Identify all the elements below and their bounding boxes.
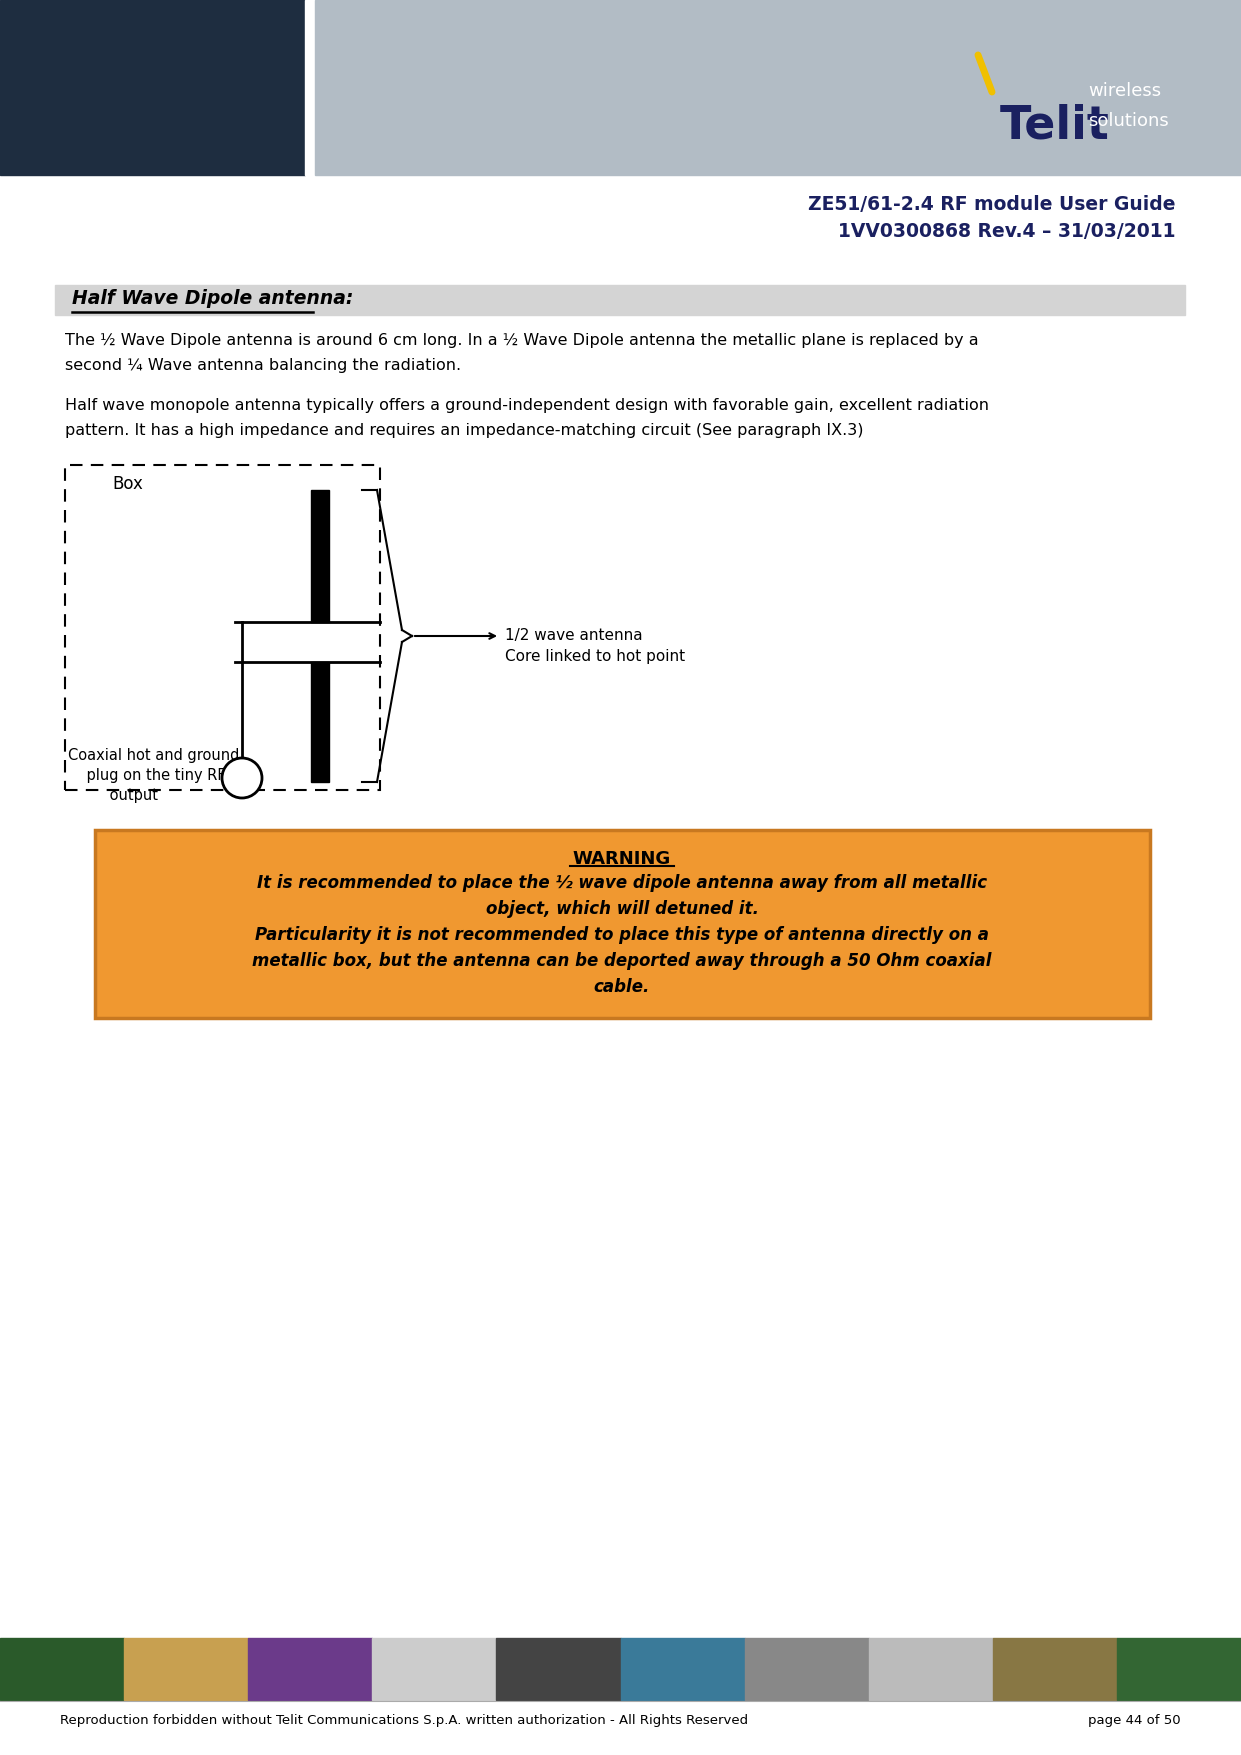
Text: Reproduction forbidden without Telit Communications S.p.A. written authorization: Reproduction forbidden without Telit Com… [60,1715,748,1727]
Text: cable.: cable. [593,978,650,997]
Bar [745,1637,869,1701]
Text: It is recommended to place the ½ wave dipole antenna away from all metallic: It is recommended to place the ½ wave di… [257,874,987,892]
Text: Particularity it is not recommended to place this type of antenna directly on a: Particularity it is not recommended to p… [254,927,989,944]
Text: Coaxial hot and ground
    plug on the tiny RF
         output: Coaxial hot and ground plug on the tiny … [68,748,240,802]
Bar [248,1637,372,1701]
Bar [311,490,329,621]
Text: 1VV0300868 Rev.4 – 31/03/2011: 1VV0300868 Rev.4 – 31/03/2011 [838,221,1175,240]
Bar [993,1637,1117,1701]
Text: second ¼ Wave antenna balancing the radiation.: second ¼ Wave antenna balancing the radi… [65,358,462,374]
Text: Box: Box [112,476,143,493]
Text: WARNING: WARNING [573,849,671,869]
Text: solutions: solutions [1088,112,1169,130]
Text: Half Wave Dipole antenna:: Half Wave Dipole antenna: [72,290,354,307]
Bar [96,830,1150,1018]
Text: page 44 of 50: page 44 of 50 [1088,1715,1181,1727]
Bar [305,0,315,176]
Circle shape [222,758,262,799]
Bar [55,284,1185,314]
Bar [0,0,305,176]
Text: 1/2 wave antenna
Core linked to hot point: 1/2 wave antenna Core linked to hot poin… [505,628,685,663]
Text: Half wave monopole antenna typically offers a ground-independent design with fav: Half wave monopole antenna typically off… [65,398,989,412]
Text: ZE51/61-2.4 RF module User Guide: ZE51/61-2.4 RF module User Guide [808,195,1175,214]
Bar [65,465,380,790]
Bar [315,0,1241,176]
Bar [869,1637,993,1701]
Text: wireless: wireless [1088,82,1162,100]
Bar [620,1637,745,1701]
Text: object, which will detuned it.: object, which will detuned it. [485,900,758,918]
Bar [0,1637,124,1701]
Text: The ½ Wave Dipole antenna is around 6 cm long. In a ½ Wave Dipole antenna the me: The ½ Wave Dipole antenna is around 6 cm… [65,333,979,347]
Bar [372,1637,496,1701]
Text: pattern. It has a high impedance and requires an impedance-matching circuit (See: pattern. It has a high impedance and req… [65,423,864,439]
Bar [1117,1637,1241,1701]
Bar [124,1637,248,1701]
Text: metallic box, but the antenna can be deported away through a 50 Ohm coaxial: metallic box, but the antenna can be dep… [252,951,992,971]
Bar [311,662,329,783]
Text: Telit: Telit [1000,104,1109,147]
Bar [496,1637,620,1701]
